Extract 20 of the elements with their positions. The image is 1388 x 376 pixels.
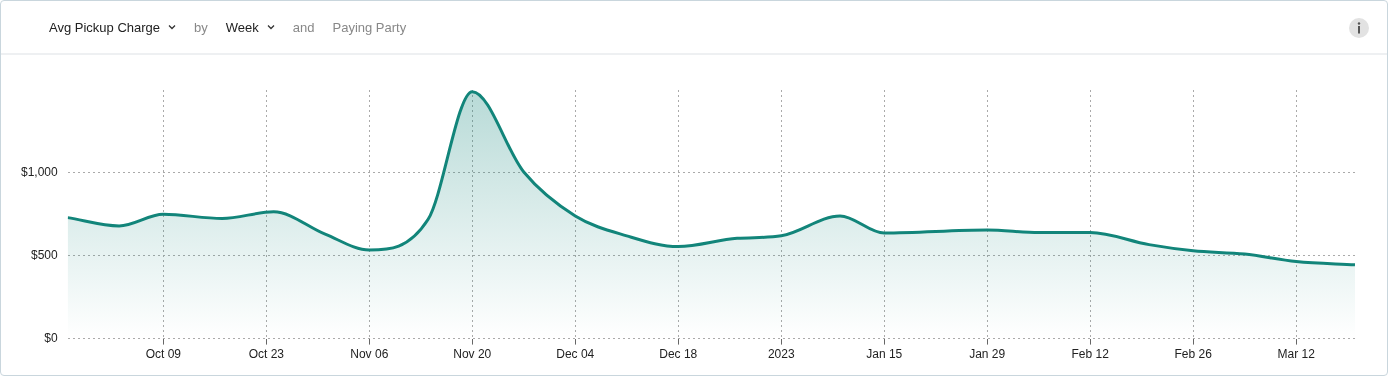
x-tick-label: Jan 15 <box>866 347 903 362</box>
x-tick-label: 2023 <box>767 347 795 362</box>
y-tick-label: $500 <box>31 248 59 263</box>
y-tick-label: $1,000 <box>21 165 59 180</box>
x-tick-label: Nov 20 <box>453 347 492 362</box>
x-tick-label: Mar 12 <box>1277 347 1316 362</box>
text: Week <box>225 19 259 35</box>
text: by <box>194 19 208 35</box>
text: and <box>292 19 315 35</box>
x-tick-label: Feb 12 <box>1071 347 1110 362</box>
x-tick-label: Jan 29 <box>969 347 1006 362</box>
y-tick-label: $0 <box>44 330 59 345</box>
x-tick-label: Oct 23 <box>248 347 285 362</box>
x-tick-label: Nov 06 <box>350 347 389 362</box>
x-tick-label: Oct 09 <box>145 347 182 362</box>
x-tick-label: Dec 18 <box>659 347 698 362</box>
text: Paying Party <box>332 19 407 35</box>
x-tick-label: Dec 04 <box>556 347 595 362</box>
chart-title: Avg Pickup Charge <box>49 19 161 35</box>
x-tick-label: Feb 26 <box>1174 347 1213 362</box>
